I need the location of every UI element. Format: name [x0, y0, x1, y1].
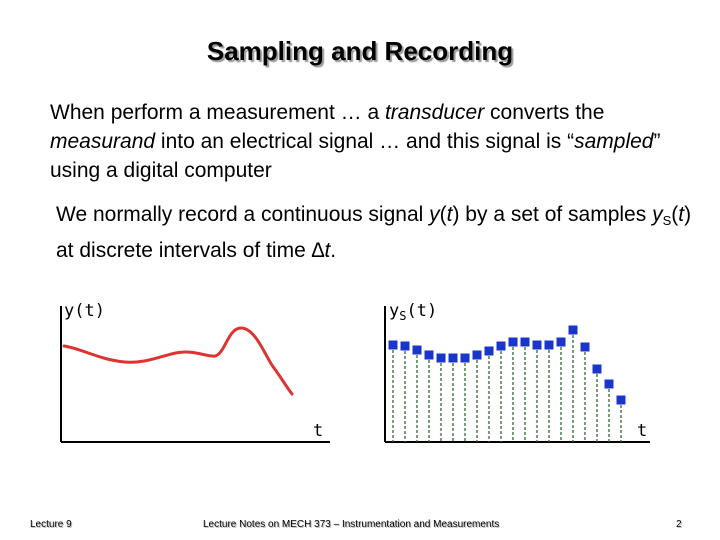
right-y-label-rest: (t): [406, 301, 437, 321]
sampling-t: t: [446, 203, 453, 226]
sampling-ys-subscript: S: [662, 213, 672, 228]
sampling-delta-t: ∆t: [311, 239, 331, 262]
intro-text-2: converts the: [484, 101, 605, 124]
sampling-t-2: t: [678, 203, 685, 226]
right-x-label: t: [637, 421, 647, 441]
sampling-text-1: We normally record a continuous signal: [56, 203, 430, 226]
sampling-paragraph: We normally record a continuous signal y…: [56, 200, 696, 266]
sampled-signal-graph: yS(t) t: [384, 301, 650, 443]
sample-point: [592, 364, 602, 374]
sample-point: [568, 325, 578, 335]
right-y-label: yS(t): [389, 301, 437, 323]
sample-markers: [388, 325, 626, 442]
sample-point: [484, 346, 494, 356]
sample-point: [544, 340, 554, 350]
sample-point: [460, 353, 470, 363]
sample-point: [556, 337, 566, 347]
sample-point: [448, 353, 458, 363]
intro-text-1: When perform a measurement … a: [50, 101, 385, 124]
sample-point: [532, 340, 542, 350]
footer-course: Lecture Notes on MECH 373 – Instrumentat…: [203, 519, 500, 530]
intro-term-measurand: measurand: [50, 130, 156, 153]
sample-point: [388, 340, 398, 350]
sampling-ys: y: [652, 203, 663, 226]
sample-point: [496, 341, 506, 351]
sample-point: [412, 345, 422, 355]
slide-title: Sampling and Recording: [206, 36, 514, 66]
sampling-paren-open: (: [439, 203, 447, 226]
sample-point: [604, 379, 614, 389]
footer-lecture: Lecture 9: [30, 519, 72, 530]
left-x-label: t: [313, 421, 323, 441]
sampling-y: y: [429, 203, 440, 226]
left-y-label: y(t): [64, 301, 105, 321]
sample-point: [580, 342, 590, 352]
sample-point: [472, 350, 482, 360]
sample-point: [520, 337, 530, 347]
sample-point: [508, 337, 518, 347]
intro-term-sampled: sampled: [574, 130, 654, 153]
sampling-text-2: ) by a set of samples: [452, 203, 653, 226]
right-y-label-sub: S: [399, 309, 406, 323]
intro-term-transducer: transducer: [384, 101, 485, 124]
right-y-label-base: y: [389, 301, 399, 321]
intro-paragraph: When perform a measurement … a transduce…: [50, 98, 700, 185]
sampling-period: .: [330, 239, 337, 262]
intro-text-3: into an electrical signal … and this sig…: [155, 130, 575, 153]
sampling-text-3: ) at discrete intervals of time: [56, 203, 692, 262]
sampling-paren-open-2: (: [671, 203, 679, 226]
continuous-signal-graph: y(t) t: [60, 301, 330, 443]
continuous-signal-curve: [62, 326, 294, 396]
intro-text-4: ” using a digital computer: [50, 130, 661, 182]
sample-point: [616, 395, 626, 405]
footer-page-number: 2: [676, 519, 682, 530]
sample-point: [400, 341, 410, 351]
sample-point: [436, 353, 446, 363]
sample-point: [424, 350, 434, 360]
